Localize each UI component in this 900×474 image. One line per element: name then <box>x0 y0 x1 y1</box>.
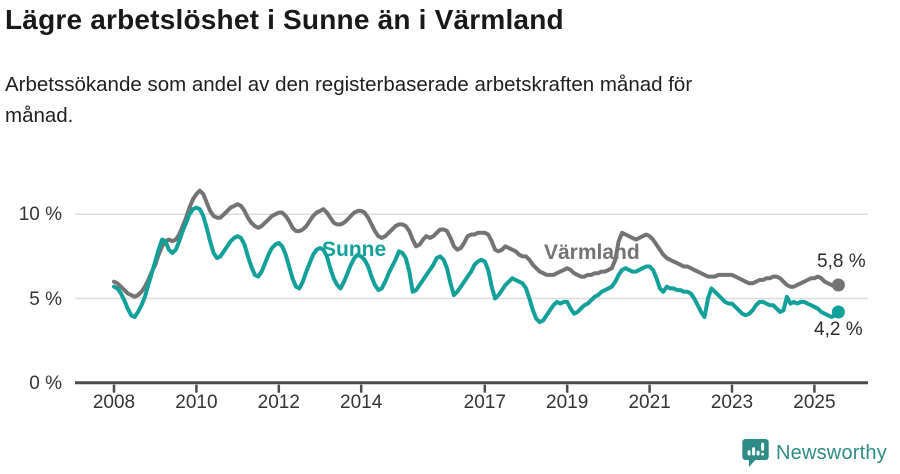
newsworthy-wordmark: Newsworthy <box>776 441 887 464</box>
line-sunne <box>112 205 841 325</box>
line-vrmland <box>112 188 841 299</box>
end-value-varmland: 5,8 % <box>817 251 866 272</box>
end-dot-vrmland <box>831 278 845 292</box>
page-title: Lägre arbetslöshet i Sunne än i Värmland <box>5 4 564 35</box>
chart-subtitle-line-2: månad. <box>5 104 74 127</box>
x-axis-tick-label: 2023 <box>710 392 754 413</box>
series-label-sunne: Sunne <box>322 238 387 261</box>
newsworthy-icon <box>742 438 769 468</box>
chart-subtitle-line-1: Arbetssökande som andel av den registerb… <box>5 73 693 96</box>
series-label-varmland: Värmland <box>544 241 640 264</box>
chart-subtitle: Arbetssökande som andel av den registerb… <box>5 69 865 131</box>
x-axis-tick-label: 2008 <box>92 392 136 413</box>
x-axis-tick-label: 2019 <box>546 392 589 413</box>
x-axis-tick-label: 2017 <box>463 392 506 413</box>
end-dot-sunne <box>831 305 845 319</box>
y-axis-tick-label: 0 % <box>29 372 62 394</box>
x-axis-tick-label: 2014 <box>340 392 383 413</box>
end-value-sunne: 4,2 % <box>814 319 863 340</box>
x-axis-tick-label: 2025 <box>793 392 836 413</box>
x-axis-tick-label: 2012 <box>257 392 300 413</box>
y-axis-tick-label: 5 % <box>29 288 62 310</box>
x-axis-tick-label: 2021 <box>628 392 671 413</box>
y-axis-tick-label: 10 % <box>18 204 62 226</box>
newsworthy-logo[interactable]: Newsworthy <box>742 438 887 468</box>
x-axis-tick-label: 2010 <box>175 392 218 413</box>
